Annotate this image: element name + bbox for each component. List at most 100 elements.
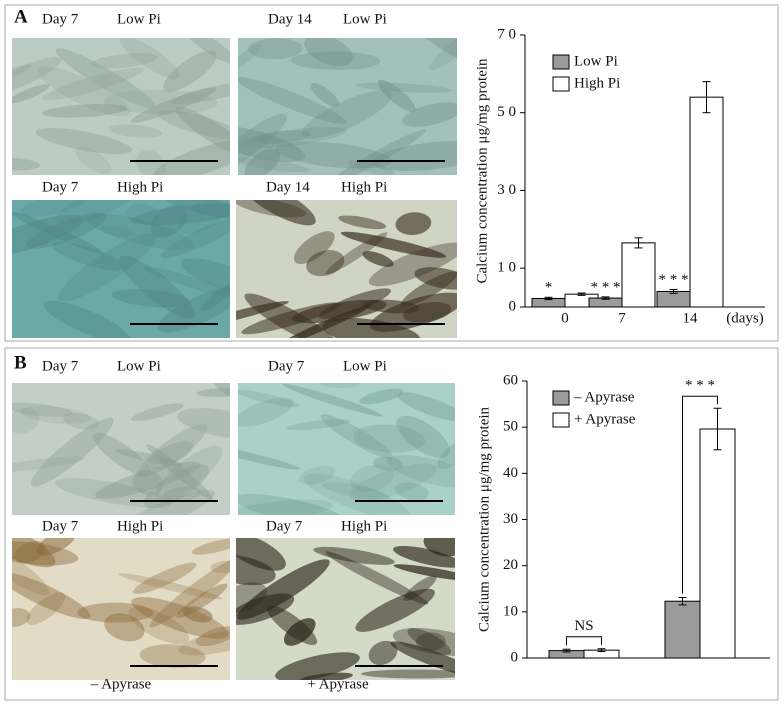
cell xyxy=(407,628,451,655)
y-tick-label: 3 0 xyxy=(497,182,516,198)
panel-letter: A xyxy=(14,6,28,27)
error-bar xyxy=(634,237,643,249)
cell xyxy=(115,449,184,467)
cell xyxy=(12,456,86,473)
micrograph-bg xyxy=(238,38,457,175)
cell xyxy=(321,482,390,500)
error-bar xyxy=(544,296,553,301)
cell xyxy=(150,205,188,238)
micrograph xyxy=(236,200,457,338)
cell xyxy=(86,213,195,251)
cell xyxy=(12,157,40,171)
cell xyxy=(42,67,144,101)
micrograph xyxy=(238,38,457,175)
cell xyxy=(340,231,446,258)
image-condition: High Pi xyxy=(117,179,163,195)
cell xyxy=(355,82,453,93)
cell xyxy=(238,126,347,149)
cell xyxy=(125,203,160,225)
cell xyxy=(135,150,166,175)
cell xyxy=(149,558,230,628)
cell xyxy=(368,640,398,666)
bar xyxy=(664,600,701,659)
cell xyxy=(347,159,394,175)
x-tick-label: 0 xyxy=(561,310,569,326)
cell xyxy=(402,102,457,127)
cell xyxy=(275,652,360,680)
cell xyxy=(12,64,32,80)
cell xyxy=(415,632,446,651)
cell xyxy=(338,215,387,230)
cell xyxy=(119,255,195,320)
bar xyxy=(621,242,656,308)
error-bar xyxy=(562,648,571,653)
cell xyxy=(405,38,457,69)
image-condition: Low Pi xyxy=(343,358,387,374)
cell xyxy=(303,473,410,515)
cell xyxy=(238,113,288,174)
cell xyxy=(104,89,218,115)
cell xyxy=(139,644,206,668)
cell xyxy=(12,56,62,95)
cell xyxy=(238,499,333,515)
cell xyxy=(143,464,210,509)
cell xyxy=(238,442,301,470)
image-caption: – Apyrase xyxy=(90,676,152,692)
cell xyxy=(196,388,230,398)
cell xyxy=(118,573,223,600)
cell xyxy=(176,583,228,618)
image-day: Day 7 xyxy=(268,358,305,374)
panel-frame xyxy=(4,347,779,701)
y-tick-label: 30 xyxy=(503,511,518,527)
cell xyxy=(396,415,450,458)
image-condition: Low Pi xyxy=(117,11,161,27)
cell xyxy=(242,200,316,226)
cell xyxy=(350,464,395,492)
cell xyxy=(318,288,391,319)
cell xyxy=(310,83,340,108)
micrograph xyxy=(236,538,455,680)
cell xyxy=(282,383,383,417)
cell xyxy=(142,266,230,297)
cell xyxy=(437,439,455,470)
cell xyxy=(163,50,217,92)
error-bar xyxy=(713,407,722,451)
cell xyxy=(178,629,230,656)
cell xyxy=(313,546,395,565)
cell xyxy=(63,412,100,430)
cell xyxy=(236,555,276,586)
bar xyxy=(689,96,724,308)
cell xyxy=(327,129,426,175)
cell xyxy=(306,250,345,277)
image-condition: Low Pi xyxy=(343,11,387,27)
cell xyxy=(108,124,163,138)
cell xyxy=(35,127,132,155)
legend-swatch xyxy=(552,54,570,70)
image-caption: + Apyrase xyxy=(307,676,369,692)
image-day: Day 14 xyxy=(266,179,310,195)
cell xyxy=(175,107,230,158)
cell xyxy=(238,44,261,70)
cell xyxy=(176,408,230,440)
cell xyxy=(293,231,335,264)
cell xyxy=(12,407,40,434)
cell xyxy=(210,560,230,574)
significance: * xyxy=(545,280,553,296)
cell xyxy=(41,104,128,118)
significance: * * * xyxy=(685,378,715,394)
cell xyxy=(182,606,213,623)
cell xyxy=(30,417,114,487)
y-tick-label: 40 xyxy=(503,465,518,481)
cell xyxy=(180,258,230,293)
cell xyxy=(285,419,351,431)
cell xyxy=(236,200,307,218)
cell xyxy=(137,424,208,478)
cell xyxy=(104,613,145,642)
cell xyxy=(238,389,300,408)
cell xyxy=(164,200,230,221)
micrograph-bg xyxy=(12,38,230,175)
cell xyxy=(177,200,230,235)
cell xyxy=(191,538,230,555)
